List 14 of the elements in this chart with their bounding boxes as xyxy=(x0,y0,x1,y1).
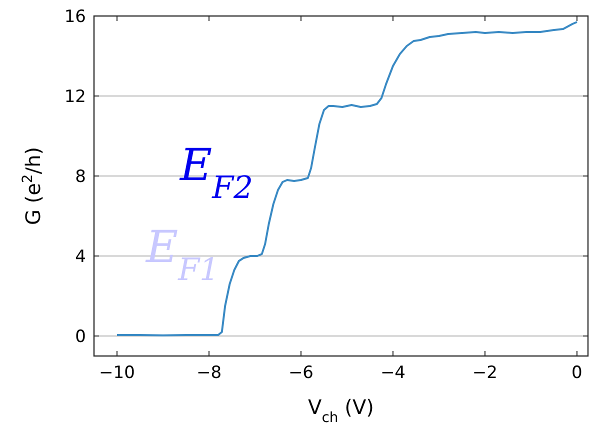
x-tick-label: −10 xyxy=(99,363,135,383)
y-tick-label: 0 xyxy=(75,326,86,347)
x-tick-label: 0 xyxy=(572,363,582,383)
y-tick-label: 4 xyxy=(75,246,86,267)
x-tick-label: −4 xyxy=(380,363,406,383)
y-tick-label: 12 xyxy=(64,86,86,107)
x-axis-title: V$_{ch}$ (V) xyxy=(308,395,374,426)
x-tick-label: −6 xyxy=(288,363,314,383)
y-tick-label: 8 xyxy=(75,166,86,187)
annotation: E$_{F2}$ xyxy=(179,140,254,206)
x-tick-label: −2 xyxy=(472,363,498,383)
y-tick-label: 16 xyxy=(64,6,86,27)
line-series xyxy=(116,21,578,336)
x-tick-label: −8 xyxy=(196,363,222,383)
